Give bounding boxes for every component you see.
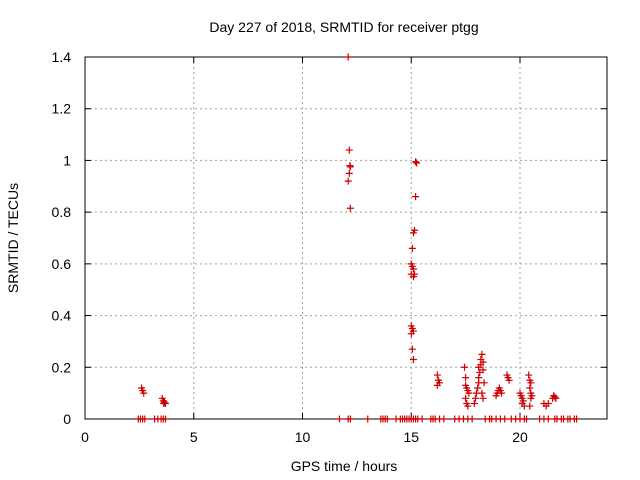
data-point: [464, 402, 472, 410]
data-points: [134, 53, 581, 423]
data-point: [525, 371, 533, 379]
data-point: [409, 265, 417, 273]
data-point: [462, 394, 470, 402]
data-point: [551, 393, 559, 401]
data-point: [344, 177, 352, 185]
data-point: [526, 402, 534, 410]
y-tick-labels: 0 0.2 0.4 0.6 0.8 1 1.2 1.4: [52, 49, 72, 427]
data-point: [141, 415, 149, 423]
data-point: [526, 384, 534, 392]
y-tick-label: 0.4: [52, 308, 72, 324]
data-point: [440, 415, 448, 423]
data-point: [140, 389, 148, 397]
y-tick-label: 1.4: [52, 49, 72, 65]
data-point: [479, 394, 487, 402]
data-point: [470, 399, 478, 407]
y-tick-label: 1.2: [52, 101, 72, 117]
data-point: [498, 389, 506, 397]
y-axis-label: SRMTID / TECUs: [5, 183, 21, 293]
data-point: [471, 394, 479, 402]
data-point: [433, 381, 441, 389]
y-tick-label: 0.2: [52, 359, 72, 375]
data-point: [160, 398, 168, 406]
y-tick-label: 1: [63, 152, 71, 168]
x-tick-label: 10: [295, 429, 311, 445]
data-point: [523, 415, 531, 423]
data-point: [412, 158, 420, 166]
x-tick-label: 15: [403, 429, 419, 445]
data-point: [335, 415, 343, 423]
data-point: [409, 273, 417, 281]
data-point: [479, 366, 487, 374]
data-point: [413, 159, 421, 167]
y-tick-label: 0: [63, 411, 71, 427]
data-point: [544, 415, 552, 423]
data-point: [573, 415, 581, 423]
data-point: [433, 371, 441, 379]
data-point: [412, 193, 420, 201]
data-point: [478, 389, 486, 397]
data-point: [527, 379, 535, 387]
data-point: [346, 204, 354, 212]
data-point: [552, 394, 560, 402]
x-tick-label: 20: [512, 429, 528, 445]
data-point: [475, 374, 483, 382]
data-point: [544, 399, 552, 407]
gridlines: [85, 57, 607, 419]
data-point: [408, 244, 416, 252]
data-point: [364, 415, 372, 423]
y-tick-label: 0.6: [52, 256, 72, 272]
data-point: [161, 399, 169, 407]
x-tick-labels: 0 5 10 15 20: [81, 429, 528, 445]
data-point: [468, 415, 476, 423]
data-point: [505, 376, 513, 384]
data-point: [346, 415, 354, 423]
x-tick-label: 5: [190, 429, 198, 445]
data-point: [345, 169, 353, 177]
data-point: [161, 415, 169, 423]
axis-ticks: [84, 56, 607, 420]
data-point: [409, 229, 417, 237]
data-point: [409, 356, 417, 364]
chart-title: Day 227 of 2018, SRMTID for receiver ptg…: [209, 19, 478, 35]
data-point: [479, 358, 487, 366]
data-point: [462, 374, 470, 382]
data-point: [418, 415, 426, 423]
data-point: [527, 394, 535, 402]
data-point: [407, 330, 415, 338]
x-axis-label: GPS time / hours: [291, 458, 398, 474]
data-point: [346, 163, 354, 171]
plot-frame: [84, 56, 608, 420]
data-point: [478, 350, 486, 358]
data-point: [408, 345, 416, 353]
data-point: [480, 379, 488, 387]
data-point: [501, 415, 509, 423]
data-point: [474, 384, 482, 392]
data-point: [465, 389, 473, 397]
y-tick-label: 0.8: [52, 204, 72, 220]
data-point: [383, 415, 391, 423]
data-point: [344, 53, 352, 61]
data-point: [461, 363, 469, 371]
data-point: [345, 146, 353, 154]
x-tick-label: 0: [81, 429, 89, 445]
